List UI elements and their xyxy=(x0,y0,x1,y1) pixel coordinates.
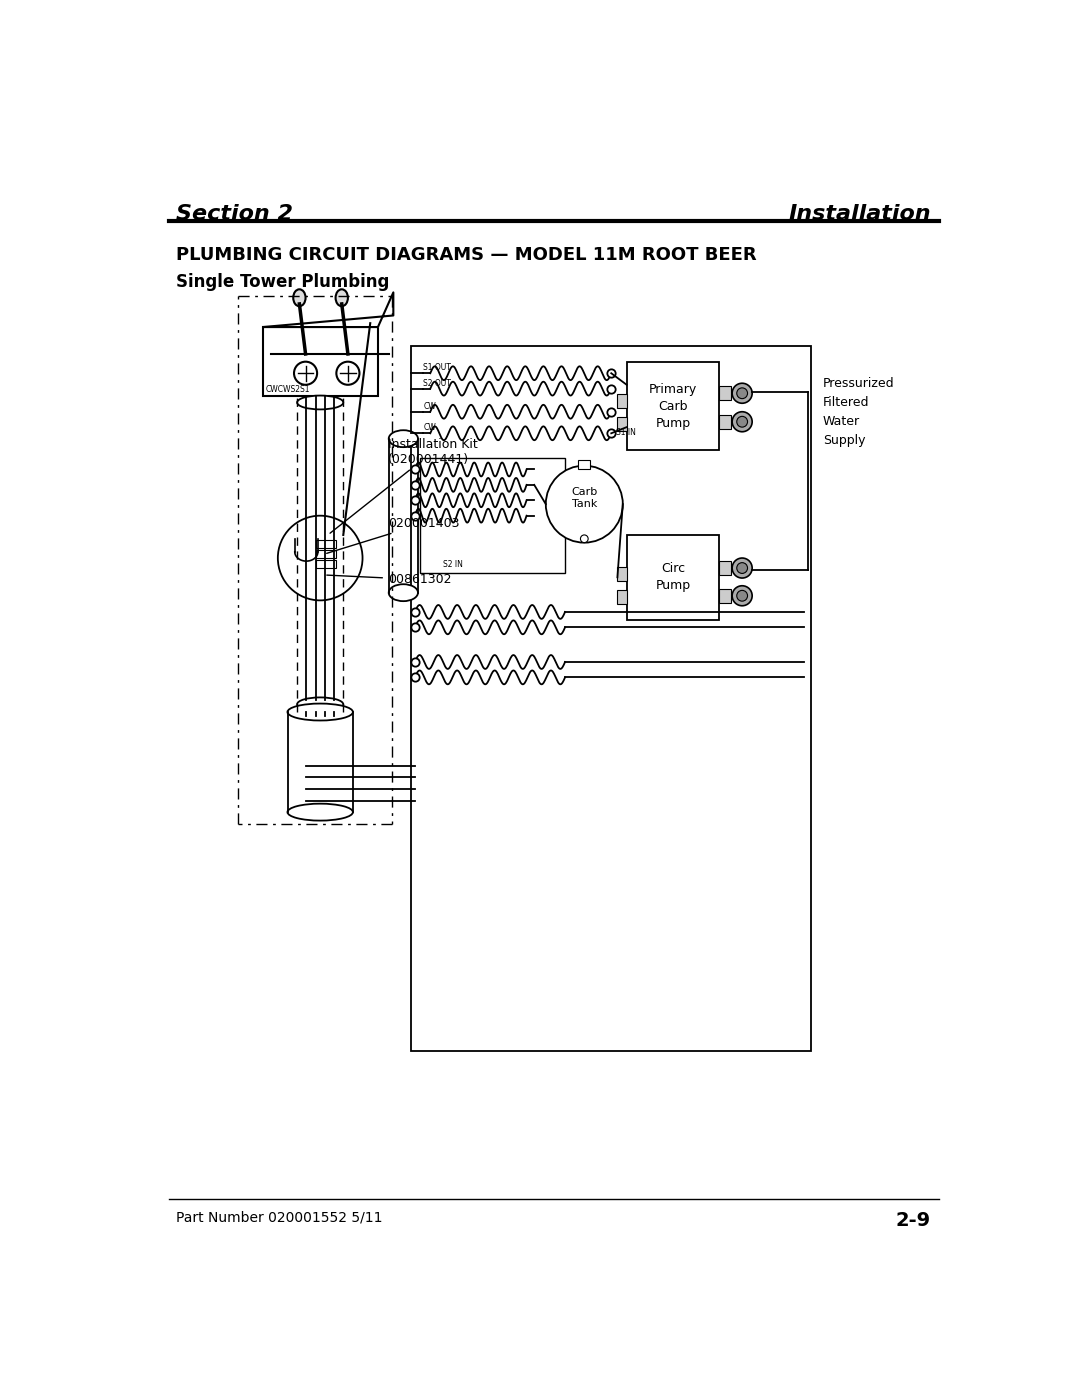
Circle shape xyxy=(732,412,752,432)
Ellipse shape xyxy=(297,697,343,711)
Text: Single Tower Plumbing: Single Tower Plumbing xyxy=(176,274,390,291)
Circle shape xyxy=(580,535,589,542)
Circle shape xyxy=(732,557,752,578)
Ellipse shape xyxy=(287,704,353,721)
Bar xyxy=(578,460,591,469)
Circle shape xyxy=(732,585,752,606)
Ellipse shape xyxy=(336,289,348,306)
Text: Carb
Tank: Carb Tank xyxy=(571,486,597,509)
Circle shape xyxy=(545,465,623,542)
Text: Installation: Installation xyxy=(788,204,931,224)
Text: S2 IN: S2 IN xyxy=(444,560,463,569)
Circle shape xyxy=(737,563,747,573)
Text: 2-9: 2-9 xyxy=(895,1211,931,1229)
Bar xyxy=(618,394,626,408)
Bar xyxy=(316,560,336,569)
Text: Pressurized
Filtered
Water
Supply: Pressurized Filtered Water Supply xyxy=(823,377,894,447)
Circle shape xyxy=(737,388,747,398)
Bar xyxy=(618,567,626,581)
Bar xyxy=(316,541,336,548)
Circle shape xyxy=(737,416,747,427)
Text: Installation Kit
(020001441): Installation Kit (020001441) xyxy=(330,437,477,534)
Bar xyxy=(626,362,719,450)
Ellipse shape xyxy=(294,289,306,306)
Ellipse shape xyxy=(297,395,343,409)
Bar xyxy=(719,562,730,576)
Bar xyxy=(316,550,336,557)
Circle shape xyxy=(737,591,747,601)
Bar xyxy=(618,418,626,432)
Circle shape xyxy=(732,383,752,404)
Bar xyxy=(626,535,719,620)
Text: PLUMBING CIRCUIT DIAGRAMS — MODEL 11M ROOT BEER: PLUMBING CIRCUIT DIAGRAMS — MODEL 11M RO… xyxy=(176,246,757,264)
Text: S2 OUT: S2 OUT xyxy=(423,379,451,387)
Circle shape xyxy=(294,362,318,384)
Text: Circ
Pump: Circ Pump xyxy=(656,562,690,592)
Bar xyxy=(420,458,565,573)
Circle shape xyxy=(336,362,360,384)
Text: 020001403: 020001403 xyxy=(326,517,459,553)
Text: CW: CW xyxy=(423,402,436,411)
Bar xyxy=(411,346,811,1051)
Text: S1 IN: S1 IN xyxy=(616,427,636,437)
Bar xyxy=(264,327,378,397)
Text: CW: CW xyxy=(423,423,436,432)
Bar xyxy=(719,588,730,602)
Text: Primary
Carb
Pump: Primary Carb Pump xyxy=(649,383,697,430)
Ellipse shape xyxy=(389,584,418,601)
Circle shape xyxy=(278,515,363,601)
Text: S1 OUT: S1 OUT xyxy=(423,363,451,372)
Ellipse shape xyxy=(287,803,353,820)
Ellipse shape xyxy=(389,430,418,447)
Bar xyxy=(719,387,730,400)
Text: Section 2: Section 2 xyxy=(176,204,293,224)
Text: Part Number 020001552 5/11: Part Number 020001552 5/11 xyxy=(176,1211,382,1225)
Bar xyxy=(618,591,626,605)
Text: 00861302: 00861302 xyxy=(327,573,451,587)
Bar xyxy=(719,415,730,429)
Text: CWCWS2S1: CWCWS2S1 xyxy=(266,386,310,394)
Polygon shape xyxy=(264,292,393,327)
